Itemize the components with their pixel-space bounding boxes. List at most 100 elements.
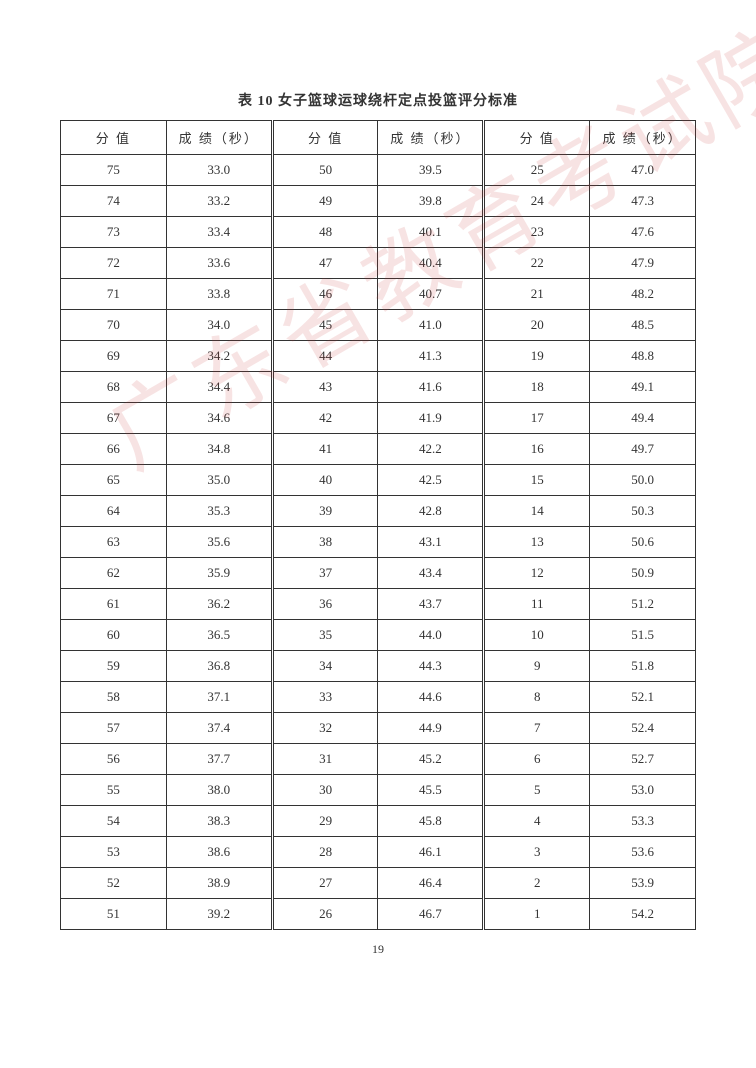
table-cell: 44.3 xyxy=(378,651,484,682)
table-row: 6036.53544.01051.5 xyxy=(61,620,696,651)
table-cell: 47 xyxy=(272,248,378,279)
header-time-3: 成 绩（秒） xyxy=(590,121,696,155)
table-cell: 53 xyxy=(61,837,167,868)
table-cell: 47.0 xyxy=(590,155,696,186)
table-row: 5139.22646.7154.2 xyxy=(61,899,696,930)
table-cell: 36.5 xyxy=(166,620,272,651)
table-cell: 34 xyxy=(272,651,378,682)
table-cell: 43.1 xyxy=(378,527,484,558)
table-cell: 33.8 xyxy=(166,279,272,310)
table-cell: 58 xyxy=(61,682,167,713)
table-cell: 52.7 xyxy=(590,744,696,775)
table-cell: 53.6 xyxy=(590,837,696,868)
table-cell: 37.7 xyxy=(166,744,272,775)
table-cell: 41.0 xyxy=(378,310,484,341)
table-cell: 47.6 xyxy=(590,217,696,248)
table-cell: 43.7 xyxy=(378,589,484,620)
table-cell: 46.1 xyxy=(378,837,484,868)
table-cell: 43.4 xyxy=(378,558,484,589)
table-header-row: 分 值 成 绩（秒） 分 值 成 绩（秒） 分 值 成 绩（秒） xyxy=(61,121,696,155)
table-cell: 26 xyxy=(272,899,378,930)
table-cell: 34.4 xyxy=(166,372,272,403)
table-cell: 1 xyxy=(484,899,590,930)
page-number: 19 xyxy=(60,942,696,957)
table-cell: 53.3 xyxy=(590,806,696,837)
table-cell: 23 xyxy=(484,217,590,248)
table-cell: 57 xyxy=(61,713,167,744)
table-cell: 68 xyxy=(61,372,167,403)
table-cell: 74 xyxy=(61,186,167,217)
table-cell: 41.3 xyxy=(378,341,484,372)
table-cell: 54 xyxy=(61,806,167,837)
table-cell: 73 xyxy=(61,217,167,248)
table-cell: 17 xyxy=(484,403,590,434)
table-cell: 46 xyxy=(272,279,378,310)
table-cell: 38.0 xyxy=(166,775,272,806)
table-row: 7133.84640.72148.2 xyxy=(61,279,696,310)
table-cell: 45.8 xyxy=(378,806,484,837)
table-cell: 52.1 xyxy=(590,682,696,713)
table-cell: 10 xyxy=(484,620,590,651)
table-cell: 34.6 xyxy=(166,403,272,434)
table-row: 5837.13344.6852.1 xyxy=(61,682,696,713)
table-cell: 50.9 xyxy=(590,558,696,589)
table-cell: 49.1 xyxy=(590,372,696,403)
table-row: 6934.24441.31948.8 xyxy=(61,341,696,372)
header-score-3: 分 值 xyxy=(484,121,590,155)
table-cell: 36.8 xyxy=(166,651,272,682)
table-cell: 72 xyxy=(61,248,167,279)
table-cell: 42 xyxy=(272,403,378,434)
table-cell: 49.4 xyxy=(590,403,696,434)
table-row: 7233.64740.42247.9 xyxy=(61,248,696,279)
table-cell: 53.0 xyxy=(590,775,696,806)
table-cell: 66 xyxy=(61,434,167,465)
table-row: 6734.64241.91749.4 xyxy=(61,403,696,434)
table-cell: 33.2 xyxy=(166,186,272,217)
table-row: 6634.84142.21649.7 xyxy=(61,434,696,465)
table-cell: 35.3 xyxy=(166,496,272,527)
table-cell: 7 xyxy=(484,713,590,744)
table-cell: 33.4 xyxy=(166,217,272,248)
table-cell: 52 xyxy=(61,868,167,899)
table-cell: 41.6 xyxy=(378,372,484,403)
table-row: 5936.83444.3951.8 xyxy=(61,651,696,682)
table-cell: 37 xyxy=(272,558,378,589)
table-cell: 51.8 xyxy=(590,651,696,682)
table-cell: 51 xyxy=(61,899,167,930)
table-row: 7533.05039.52547.0 xyxy=(61,155,696,186)
table-row: 5338.62846.1353.6 xyxy=(61,837,696,868)
table-cell: 12 xyxy=(484,558,590,589)
table-row: 7034.04541.02048.5 xyxy=(61,310,696,341)
table-cell: 14 xyxy=(484,496,590,527)
table-cell: 50 xyxy=(272,155,378,186)
table-cell: 34.0 xyxy=(166,310,272,341)
table-cell: 59 xyxy=(61,651,167,682)
table-cell: 37.1 xyxy=(166,682,272,713)
table-cell: 51.2 xyxy=(590,589,696,620)
table-row: 5238.92746.4253.9 xyxy=(61,868,696,899)
table-cell: 6 xyxy=(484,744,590,775)
table-cell: 49.7 xyxy=(590,434,696,465)
table-cell: 37.4 xyxy=(166,713,272,744)
table-row: 6535.04042.51550.0 xyxy=(61,465,696,496)
table-cell: 47.3 xyxy=(590,186,696,217)
table-cell: 71 xyxy=(61,279,167,310)
header-score-1: 分 值 xyxy=(61,121,167,155)
table-row: 5637.73145.2652.7 xyxy=(61,744,696,775)
table-cell: 40 xyxy=(272,465,378,496)
table-cell: 51.5 xyxy=(590,620,696,651)
table-cell: 40.7 xyxy=(378,279,484,310)
table-cell: 22 xyxy=(484,248,590,279)
table-cell: 36.2 xyxy=(166,589,272,620)
table-row: 5438.32945.8453.3 xyxy=(61,806,696,837)
table-cell: 16 xyxy=(484,434,590,465)
table-title: 表 10 女子篮球运球绕杆定点投篮评分标准 xyxy=(60,90,696,110)
table-cell: 50.6 xyxy=(590,527,696,558)
table-row: 7433.24939.82447.3 xyxy=(61,186,696,217)
table-cell: 34.2 xyxy=(166,341,272,372)
table-cell: 27 xyxy=(272,868,378,899)
table-row: 6834.44341.61849.1 xyxy=(61,372,696,403)
table-cell: 56 xyxy=(61,744,167,775)
table-cell: 42.2 xyxy=(378,434,484,465)
header-time-2: 成 绩（秒） xyxy=(378,121,484,155)
